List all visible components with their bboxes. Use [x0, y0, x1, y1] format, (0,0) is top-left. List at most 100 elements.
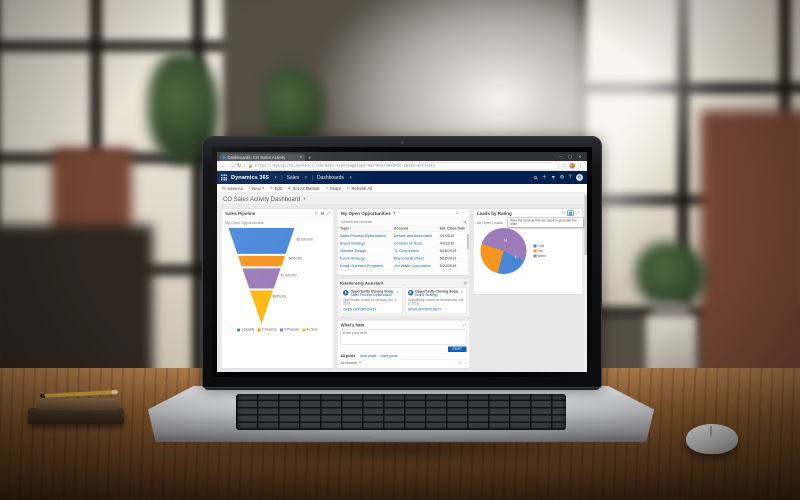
cell-topic-link[interactable]: Event Strategy	[337, 254, 392, 262]
share-button[interactable]: ↗ Share	[324, 185, 342, 191]
more-commands-icon[interactable]: ⋯	[462, 210, 466, 216]
back-icon[interactable]: ←	[221, 163, 226, 169]
url-box[interactable]: 🔒 https://myorg.crm.dynamics.com/main.as…	[244, 162, 560, 170]
feed-tabs: All posts Auto posts User posts	[340, 354, 467, 360]
command-bar: ▤ Save As + New ▾ ✎ Edit ★ Set As Default ↗ Sh…	[217, 184, 587, 193]
cell-account-link[interactable]: TL Corporation	[391, 246, 438, 255]
settings-gear-icon[interactable]: ⚙	[559, 174, 565, 180]
chevron-down-icon[interactable]: ▼	[302, 196, 307, 202]
reload-icon[interactable]: ↻	[237, 163, 242, 169]
record-filter-dropdown[interactable]: All records	[340, 361, 358, 365]
refresh-all-button[interactable]: ↻ Refresh All	[346, 185, 373, 191]
forward-icon[interactable]: →	[229, 163, 234, 169]
post-input[interactable]	[343, 331, 464, 343]
funnel-chart[interactable]: $2,300,000 $655,000 $1,420,000 $965,000	[228, 228, 313, 324]
page-title[interactable]: CO Sales Activity Dashboard	[223, 195, 301, 203]
search-icon[interactable]	[463, 220, 466, 223]
nav-area-sales[interactable]: Sales	[286, 174, 300, 181]
cell-account-link[interactable]: Contoso of Texas	[391, 239, 438, 247]
refresh-icon[interactable]: ↻	[458, 361, 462, 366]
tab-user-posts[interactable]: User posts	[380, 354, 398, 359]
table-row[interactable]: Website Design TL Corporation 5/16/2019	[337, 246, 470, 255]
snooze-dismiss-icons[interactable]: ▣ ✕	[454, 290, 465, 295]
dashboard-body: Sales Pipeline ↻ ▦ ⤢ My Open Opportuniti…	[217, 205, 587, 372]
new-tab-button[interactable]: +	[308, 155, 311, 162]
user-avatar[interactable]	[576, 174, 583, 181]
plant-right	[636, 242, 706, 308]
card-action-link[interactable]: Open Opportunity	[407, 308, 442, 312]
legend-item: Cold	[533, 244, 547, 248]
assistant-card[interactable]: ▣ ✕ Opportunity Closing Soon Sales Proce…	[340, 287, 403, 314]
cell-topic-link[interactable]: Email Outreach Programs	[337, 261, 392, 270]
dashboard-title-bar: CO Sales Activity Dashboard ▼	[217, 193, 587, 205]
new-button[interactable]: + New ▾	[248, 185, 265, 191]
expand-icon[interactable]: ⤢	[463, 322, 467, 328]
grid-search-row	[337, 218, 470, 226]
app-name[interactable]: Dynamics 365	[231, 174, 269, 181]
card-body: Opportunity closes on Wednesday, Apr 3, …	[407, 298, 464, 306]
edit-button[interactable]: ✎ Edit	[269, 185, 282, 191]
card-record-link[interactable]: Sales Process Optimization	[350, 293, 393, 298]
refresh-icon[interactable]: ↻	[314, 210, 319, 216]
card-record-link[interactable]: Brand Strategy	[415, 293, 438, 298]
table-row[interactable]: Sales Process Optimization Decker and As…	[337, 231, 470, 240]
window-controls[interactable]: ─ ▢ ✕	[559, 154, 584, 160]
view-records-icon[interactable]: ▦	[567, 210, 574, 216]
gear-icon[interactable]: ⚙	[463, 281, 467, 286]
search-input[interactable]	[341, 219, 464, 224]
view-records-icon[interactable]: ▦	[320, 210, 325, 216]
cell-close-date: 5/24/2019	[437, 261, 470, 270]
snooze-dismiss-icons[interactable]: ▣ ✕	[390, 290, 400, 295]
post-button[interactable]: POST	[447, 346, 467, 352]
cell-topic-link[interactable]: Sales Process Optimization	[337, 231, 392, 240]
tab-auto-posts[interactable]: Auto posts	[359, 354, 377, 359]
padlock-icon: 🔒	[248, 163, 254, 169]
cell-close-date: 5/16/2019	[437, 246, 470, 255]
cell-account-link[interactable]: Jim Wade Corporation	[391, 261, 438, 270]
dynamics-dashboard-ui: Dashboards: CO Sales Activity ✕ + ─ ▢ ✕ …	[217, 152, 587, 372]
panel-title: What's New	[340, 322, 365, 328]
tab-all-posts[interactable]: All posts	[340, 354, 356, 359]
table-row[interactable]: Brand Strategy Contoso of Texas 4/3/2019	[337, 239, 470, 247]
table-row[interactable]: Email Outreach Programs Jim Wade Corpora…	[337, 261, 470, 270]
cell-account-link[interactable]: Decker and Associates	[391, 231, 438, 240]
set-as-default-button[interactable]: ★ Set As Default	[287, 185, 320, 191]
quick-create-plus-icon[interactable]: ＋	[541, 174, 547, 180]
enlarge-icon[interactable]: ⤢	[575, 210, 579, 216]
cell-account-link[interactable]: Diamond Brothers	[391, 254, 438, 262]
browser-menu-icon[interactable]: ⋮	[578, 163, 583, 169]
panel-title: Leads by Rating	[477, 210, 512, 216]
refresh-icon: ↻	[346, 186, 350, 191]
refresh-icon[interactable]: ↻	[561, 210, 566, 216]
search-icon[interactable]	[534, 176, 538, 179]
relationship-assistant-section: Relationship Assistant ⚙ ▣ ✕ Opportu	[337, 278, 470, 317]
tooltip: View the records that are used to genera…	[507, 217, 584, 228]
table-row[interactable]: Event Strategy Diamond Brothers 5/16/201…	[337, 254, 470, 262]
enlarge-icon[interactable]: ⤢	[326, 210, 330, 216]
chart-view-label: My Open Opportunities	[225, 220, 264, 226]
add-record-plus-icon[interactable]: ＋	[455, 211, 460, 216]
d365-top-nav: Dynamics 365 ▼ | Sales ▼ | Dashboards ▼ ＋ ⚙…	[217, 171, 587, 184]
funnel-value-label: $2,300,000	[296, 238, 313, 242]
assistant-card[interactable]: ▣ ✕ Opportunity Closing Soon Brand Strat…	[404, 287, 467, 314]
browser-profile-avatar[interactable]	[569, 163, 575, 169]
bookmark-star-icon[interactable]: ☆	[562, 163, 567, 169]
cell-topic-link[interactable]: Website Design	[337, 246, 392, 255]
table-scrollbar[interactable]	[467, 234, 469, 273]
card-action-link[interactable]: Open Opportunity	[343, 308, 377, 312]
save-as-button[interactable]: ▤ Save As	[222, 185, 243, 191]
chevron-down-icon[interactable]: ▼	[392, 211, 397, 216]
collapse-icon[interactable]: ⌄	[463, 361, 467, 366]
waffle-menu-icon[interactable]	[221, 174, 227, 181]
tab-close-icon[interactable]: ✕	[299, 155, 303, 160]
leads-pie-chart[interactable]: 6 7 14	[480, 228, 527, 274]
nav-page-dashboards[interactable]: Dashboards	[316, 174, 344, 181]
cell-topic-link[interactable]: Brand Strategy	[337, 239, 392, 247]
help-icon[interactable]: ?	[568, 174, 572, 180]
chevron-down-icon: ▼	[348, 175, 353, 180]
advanced-find-filter-icon[interactable]	[551, 175, 556, 180]
funnel-value-label: $965,000	[272, 295, 287, 299]
browser-tab[interactable]: Dashboards: CO Sales Activity ✕	[220, 153, 305, 161]
page-scrollbar[interactable]	[584, 193, 587, 372]
